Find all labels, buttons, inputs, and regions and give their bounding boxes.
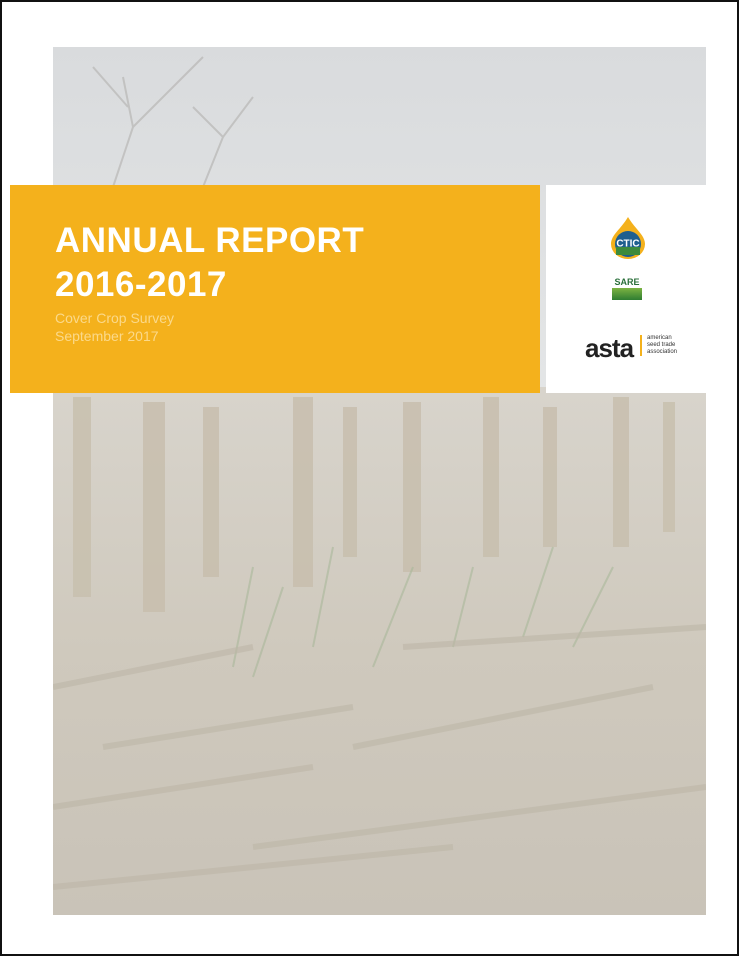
subtitle: Cover Crop Survey bbox=[55, 310, 174, 326]
title: ANNUAL REPORT bbox=[55, 221, 364, 261]
page: ANNUAL REPORT 2016-2017 Cover Crop Surve… bbox=[0, 0, 739, 956]
tagline-line: association bbox=[647, 349, 677, 356]
sare-logo: SARE bbox=[612, 277, 642, 300]
asta-tagline: american seed trade association bbox=[640, 335, 677, 356]
ctic-logo: CTIC bbox=[611, 217, 645, 259]
tagline-line: seed trade bbox=[647, 342, 677, 349]
sare-text: SARE bbox=[612, 277, 642, 287]
years: 2016-2017 bbox=[55, 265, 227, 305]
ctic-text: CTIC bbox=[616, 239, 639, 250]
logo-panel: CTIC SARE asta american seed trade assoc… bbox=[546, 185, 706, 393]
date: September 2017 bbox=[55, 328, 159, 344]
cover-photo bbox=[53, 47, 706, 915]
asta-logo: asta bbox=[585, 333, 633, 364]
tagline-line: american bbox=[647, 335, 677, 342]
title-band: ANNUAL REPORT 2016-2017 Cover Crop Surve… bbox=[10, 185, 540, 393]
